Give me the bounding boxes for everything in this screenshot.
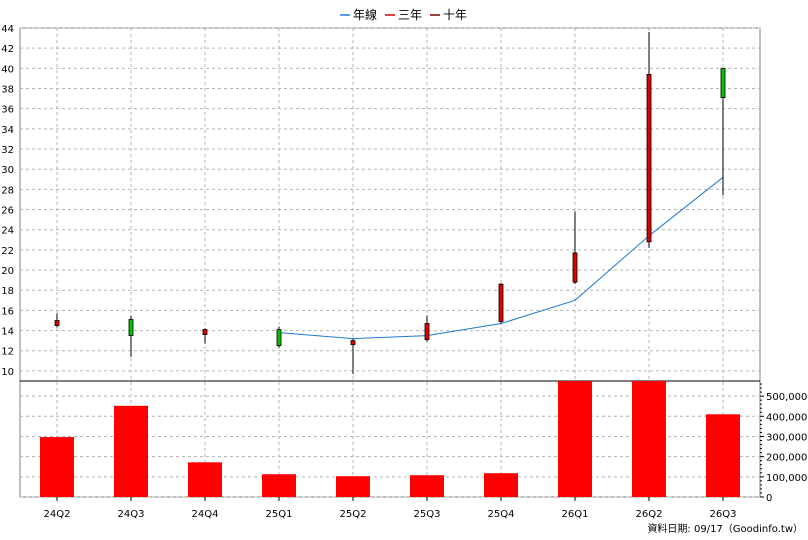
volume-bar	[336, 476, 370, 497]
volume-tick-label: 100,000	[766, 473, 807, 484]
candle-body	[276, 329, 282, 347]
volume-bar	[40, 437, 74, 497]
x-tick-label: 24Q3	[118, 509, 145, 520]
price-tick-label: 20	[1, 266, 14, 277]
volume-tick-label: 300,000	[766, 432, 807, 443]
price-tick-label: 28	[1, 185, 14, 196]
volume-bar	[188, 462, 222, 497]
x-tick-label: 26Q3	[710, 509, 737, 520]
candle-body	[202, 329, 208, 336]
legend-label: 年線	[353, 7, 377, 22]
price-tick-label: 32	[1, 145, 14, 156]
price-tick-label: 18	[1, 286, 14, 297]
volume-bar	[706, 414, 740, 497]
candle-body	[424, 323, 430, 341]
data-date-footer: 資料日期: 09/17（Goodinfo.tw）	[647, 522, 803, 535]
candle-body	[350, 340, 356, 346]
x-tick-label: 25Q3	[414, 509, 441, 520]
volume-tick-label: 0	[766, 493, 772, 504]
price-tick-label: 42	[1, 44, 14, 55]
candle-body	[498, 283, 504, 322]
candle-body	[720, 67, 726, 98]
price-tick-label: 12	[1, 347, 14, 358]
x-tick-label: 26Q1	[562, 509, 589, 520]
volume-bar	[114, 405, 148, 497]
price-tick-label: 22	[1, 246, 14, 257]
candle-body	[646, 73, 652, 243]
price-tick-label: 36	[1, 105, 14, 116]
x-tick-label: 25Q1	[266, 509, 293, 520]
x-tick-label: 26Q2	[636, 509, 663, 520]
candle-body	[572, 252, 578, 283]
price-tick-label: 24	[1, 226, 14, 237]
price-tick-label: 44	[1, 24, 14, 35]
x-tick-label: 25Q4	[488, 509, 515, 520]
volume-tick-label: 200,000	[766, 453, 807, 464]
price-tick-label: 34	[1, 125, 14, 136]
volume-tick-label: 500,000	[766, 392, 807, 403]
volume-bar	[484, 473, 518, 497]
price-tick-label: 16	[1, 306, 14, 317]
legend-label: 十年	[443, 8, 467, 22]
price-tick-label: 14	[1, 327, 14, 338]
volume-bar	[632, 381, 666, 497]
volume-bar	[262, 474, 296, 497]
volume-tick-label: 400,000	[766, 412, 807, 423]
x-tick-label: 25Q2	[340, 509, 367, 520]
x-tick-label: 24Q2	[44, 509, 71, 520]
price-tick-label: 40	[1, 64, 14, 75]
x-tick-label: 24Q4	[192, 509, 219, 520]
volume-bar	[410, 475, 444, 497]
candle-body	[128, 319, 134, 337]
price-tick-label: 30	[1, 165, 14, 176]
volume-bar	[558, 381, 592, 497]
price-tick-label: 38	[1, 85, 14, 96]
price-tick-label: 26	[1, 206, 14, 217]
candle-body	[54, 320, 60, 326]
legend-label: 三年	[398, 8, 422, 22]
price-tick-label: 10	[1, 367, 14, 378]
